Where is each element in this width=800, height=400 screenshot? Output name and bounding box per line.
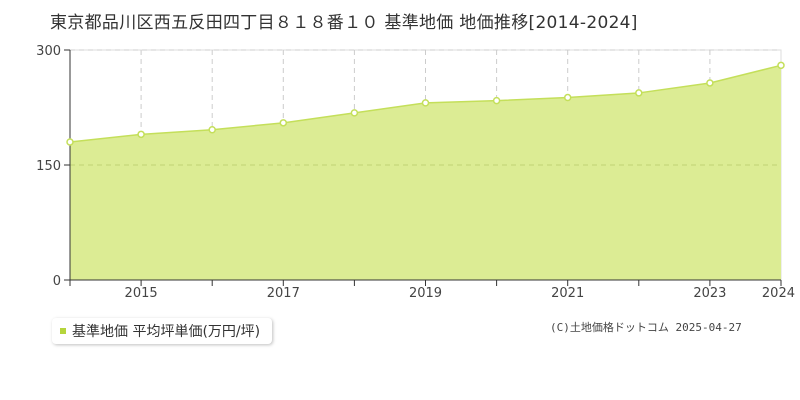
chart-title: 東京都品川区西五反田四丁目８１８番１０ 基準地価 地価推移[2014-2024] <box>50 13 638 33</box>
x-tick-label: 2015 <box>125 286 158 301</box>
y-tick-label: 0 <box>53 274 61 289</box>
x-tick-label: 2021 <box>551 286 584 301</box>
legend-swatch-icon <box>60 328 66 334</box>
data-point <box>66 138 74 146</box>
data-point <box>208 125 216 134</box>
x-tick-label: 2017 <box>267 286 300 301</box>
data-point <box>777 61 785 70</box>
x-tick-label: 2023 <box>693 286 726 301</box>
data-points <box>66 61 785 146</box>
data-point <box>137 130 145 139</box>
x-tick-label: 2019 <box>409 286 442 301</box>
data-point <box>279 119 288 127</box>
copyright-text: (C)土地価格ドットコム 2025-04-27 <box>550 321 742 334</box>
tick-labels: 0 150 300 2015 2017 2019 2021 2023 2024 <box>36 44 795 301</box>
data-point <box>492 96 501 105</box>
legend-label: 基準地価 平均坪単価(万円/坪) <box>72 324 261 340</box>
x-tick-label: 2024 <box>762 286 795 301</box>
axes <box>64 49 782 286</box>
area-fill <box>70 65 781 280</box>
y-tick-label: 300 <box>36 44 61 59</box>
data-point <box>421 99 430 107</box>
data-point <box>635 89 643 97</box>
data-point <box>706 79 714 87</box>
data-point <box>350 109 359 117</box>
y-tick-label: 150 <box>36 159 61 174</box>
data-point <box>563 93 572 102</box>
legend: 基準地価 平均坪単価(万円/坪) <box>52 318 273 344</box>
